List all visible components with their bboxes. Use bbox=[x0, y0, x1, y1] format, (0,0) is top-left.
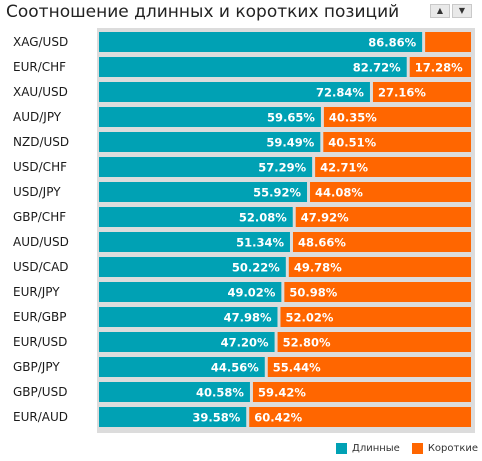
sort-down-icon[interactable]: ▼ bbox=[452, 4, 472, 18]
legend: Длинные Короткие bbox=[336, 441, 478, 455]
category-label: EUR/GBP bbox=[13, 310, 67, 324]
bar-short-label: 49.78% bbox=[294, 261, 342, 275]
bar-long bbox=[99, 382, 250, 402]
legend-swatch-long bbox=[336, 442, 347, 454]
bar-long-label: 44.56% bbox=[211, 361, 259, 375]
bar-long-label: 72.84% bbox=[316, 86, 364, 100]
category-label: XAU/USD bbox=[13, 85, 68, 99]
bar-long bbox=[99, 107, 321, 127]
category-label: AUD/JPY bbox=[13, 110, 62, 124]
category-label: NZD/USD bbox=[13, 135, 70, 149]
category-label: USD/CHF bbox=[13, 160, 67, 174]
bar-short-label: 48.66% bbox=[298, 236, 346, 250]
bar-short-label: 42.71% bbox=[320, 161, 368, 175]
bar-chart: 86.86% 82.72% 17.28% 72.84% 27.16% 59.65% 40.3… bbox=[99, 32, 471, 427]
bar-short bbox=[372, 82, 471, 102]
bar-long-label: 55.92% bbox=[253, 186, 301, 200]
bar-short bbox=[323, 107, 471, 127]
bar-long bbox=[99, 332, 275, 352]
bar-short bbox=[310, 182, 471, 202]
bar-short-label: 40.51% bbox=[328, 136, 376, 150]
bar-long bbox=[99, 82, 370, 102]
bar-long-label: 86.86% bbox=[368, 36, 416, 50]
bar-long-label: 47.98% bbox=[224, 311, 272, 325]
bar-short bbox=[252, 382, 471, 402]
bar-short bbox=[267, 357, 471, 377]
bar-long bbox=[99, 232, 290, 252]
bar-short-label: 44.08% bbox=[315, 186, 363, 200]
legend-label-short: Короткие bbox=[427, 442, 479, 454]
bar-short-label: 47.92% bbox=[301, 211, 349, 225]
bar-short-label: 17.28% bbox=[415, 61, 463, 75]
bar-short bbox=[277, 332, 471, 352]
category-label: GBP/CHF bbox=[13, 210, 67, 224]
bar-short bbox=[295, 207, 471, 227]
category-label: XAG/USD bbox=[13, 35, 69, 49]
category-label: USD/JPY bbox=[13, 185, 61, 199]
bar-long bbox=[99, 207, 293, 227]
bar-short bbox=[288, 257, 471, 277]
bar-short bbox=[292, 232, 471, 252]
category-label: EUR/CHF bbox=[13, 60, 67, 74]
bar-short bbox=[425, 32, 471, 52]
bar-short-label: 52.80% bbox=[283, 336, 331, 350]
category-label: GBP/USD bbox=[13, 385, 68, 399]
bar-long-label: 82.72% bbox=[353, 61, 401, 75]
sort-up-icon[interactable]: ▲ bbox=[430, 4, 450, 18]
bar-long bbox=[99, 57, 407, 77]
bar-short bbox=[284, 282, 471, 302]
bar-long-label: 39.58% bbox=[192, 411, 240, 425]
bar-short-label: 27.16% bbox=[378, 86, 426, 100]
chart-title: Соотношение длинных и коротких позиций bbox=[6, 2, 400, 22]
bar-short-label: 52.02% bbox=[285, 311, 333, 325]
bar-long bbox=[99, 307, 278, 327]
legend-swatch-short bbox=[411, 442, 423, 454]
category-label: AUD/USD bbox=[13, 235, 69, 249]
bar-short bbox=[409, 57, 471, 77]
bar-short bbox=[280, 307, 471, 327]
bar-long-label: 47.20% bbox=[221, 336, 269, 350]
category-label: EUR/AUD bbox=[13, 410, 68, 424]
bar-long-label: 59.49% bbox=[266, 136, 314, 150]
chart-panel: 86.86% 82.72% 17.28% 72.84% 27.16% 59.65% 40.3… bbox=[97, 28, 475, 433]
sort-controls: ▲ ▼ bbox=[430, 4, 474, 18]
bar-short-label: 40.35% bbox=[329, 111, 377, 125]
legend-label-long: Длинные bbox=[352, 442, 400, 454]
category-label: EUR/JPY bbox=[13, 285, 60, 299]
bar-long-label: 57.29% bbox=[258, 161, 306, 175]
category-label: GBP/JPY bbox=[13, 360, 60, 374]
bar-long bbox=[99, 357, 265, 377]
bar-long-label: 50.22% bbox=[232, 261, 280, 275]
bar-long bbox=[99, 407, 247, 427]
bar-short-label: 50.98% bbox=[289, 286, 337, 300]
bar-long bbox=[99, 32, 423, 52]
bar-long bbox=[99, 282, 282, 302]
bar-long-label: 59.65% bbox=[267, 111, 315, 125]
bar-long bbox=[99, 257, 286, 277]
bar-short bbox=[315, 157, 471, 177]
bar-long bbox=[99, 132, 321, 152]
bar-long-label: 51.34% bbox=[236, 236, 284, 250]
bar-short-label: 60.42% bbox=[254, 411, 302, 425]
bar-long-label: 52.08% bbox=[239, 211, 287, 225]
category-label: EUR/USD bbox=[13, 335, 68, 349]
bar-short bbox=[249, 407, 471, 427]
bar-long-label: 40.58% bbox=[196, 386, 244, 400]
bar-long-label: 49.02% bbox=[227, 286, 275, 300]
legend-item-short: Короткие bbox=[411, 442, 479, 454]
bar-short-label: 59.42% bbox=[258, 386, 306, 400]
bar-long bbox=[99, 182, 308, 202]
bar-short bbox=[323, 132, 471, 152]
legend-item-long: Длинные bbox=[336, 442, 400, 454]
category-label: USD/CAD bbox=[13, 260, 69, 274]
bar-long bbox=[99, 157, 313, 177]
bar-short-label: 55.44% bbox=[273, 361, 321, 375]
